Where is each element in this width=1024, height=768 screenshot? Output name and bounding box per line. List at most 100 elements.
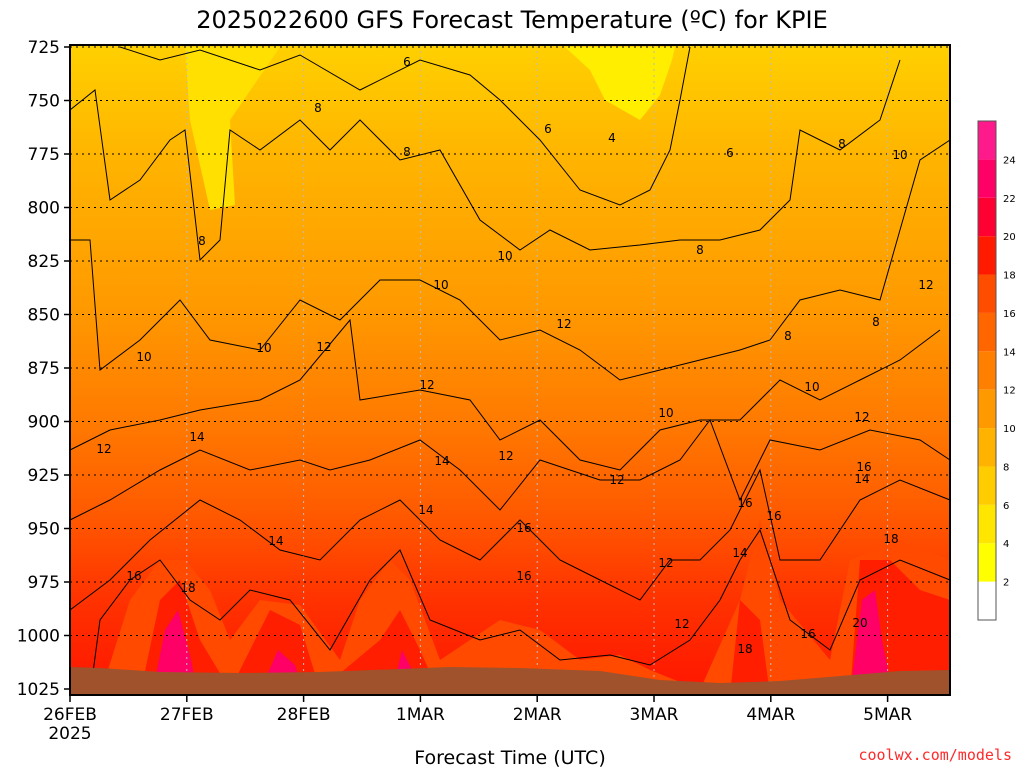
contour-line: [69, 468, 951, 611]
contour-label: 6: [403, 55, 411, 69]
contour-line: [69, 418, 951, 521]
contour-label: 8: [198, 234, 206, 248]
contour-label: 14: [434, 454, 449, 468]
x-tick-label: 3MAR: [630, 705, 679, 725]
contour-label: 12: [498, 449, 513, 463]
y-tick-label: 800: [28, 199, 60, 219]
contour-label: 14: [418, 503, 433, 517]
contour-label: 10: [497, 249, 512, 263]
contour-line: [119, 46, 691, 206]
temperature-band: [730, 560, 950, 695]
contour-label: 14: [268, 534, 283, 548]
contour-label: 10: [433, 278, 448, 292]
contour-label: 10: [804, 380, 819, 394]
contour-label: 12: [556, 317, 571, 331]
contour-label: 12: [674, 617, 689, 631]
contour-label: 8: [314, 101, 322, 115]
colorbar-swatch: [978, 466, 996, 505]
contour-label: 10: [136, 350, 151, 364]
y-tick-label: 1025: [17, 680, 60, 700]
colorbar-label: 22: [1003, 194, 1016, 205]
contour-line: [69, 59, 901, 262]
x-tick-label: 2MAR: [513, 705, 562, 725]
contour-label: 8: [403, 145, 411, 159]
colorbar-label: 8: [1003, 462, 1009, 473]
contour-label: 8: [838, 137, 846, 151]
colorbar-label: 24: [1003, 155, 1016, 166]
contour-label: 16: [516, 521, 531, 535]
y-tick-label: 900: [28, 413, 60, 433]
chart-title: 2025022600 GFS Forecast Temperature (ºC)…: [196, 6, 828, 34]
colorbar-label: 14: [1003, 347, 1016, 358]
y-tick-label: 825: [28, 252, 60, 272]
contour-label: 18: [180, 581, 195, 595]
contour-label: 14: [732, 546, 747, 560]
contour-label: 12: [419, 378, 434, 392]
contour-label: 12: [658, 556, 673, 570]
contour-label: 12: [316, 340, 331, 354]
contour-label: 16: [126, 569, 141, 583]
contour-label: 16: [856, 460, 871, 474]
contour-label: 14: [854, 472, 869, 486]
y-tick-label: 925: [28, 466, 60, 486]
y-tick-label: 1000: [17, 627, 60, 647]
x-tick-label: 5MAR: [863, 705, 912, 725]
contour-lines: [69, 46, 951, 696]
x-tick-label: 1MAR: [396, 705, 445, 725]
colorbar-label: 16: [1003, 309, 1016, 320]
colorbar-swatch: [978, 159, 996, 198]
contour-label: 6: [544, 122, 552, 136]
temperature-band: [140, 580, 440, 695]
colorbar-label: 20: [1003, 232, 1016, 243]
contour-line: [89, 528, 951, 696]
colorbar-swatch: [978, 428, 996, 467]
x-tick-year: 2025: [48, 724, 91, 744]
y-tick-label: 850: [28, 306, 60, 326]
temperature-band: [185, 47, 280, 210]
colorbar-label: 4: [1003, 539, 1009, 550]
x-tick-label: 26FEB: [43, 705, 97, 725]
contour-label: 12: [96, 442, 111, 456]
contour-label: 18: [737, 642, 752, 656]
x-axis-label: Forecast Time (UTC): [414, 747, 605, 768]
y-tick-label: 950: [28, 520, 60, 540]
contour-label: 16: [766, 509, 781, 523]
colorbar-label: 6: [1003, 501, 1009, 512]
y-tick-label: 975: [28, 573, 60, 593]
contour-label: 12: [609, 473, 624, 487]
x-tick-label: 27FEB: [160, 705, 214, 725]
contour-label: 8: [872, 315, 880, 329]
colorbar-swatch: [978, 274, 996, 313]
y-tick-label: 750: [28, 92, 60, 112]
contour-label: 10: [658, 406, 673, 420]
y-tick-label: 875: [28, 359, 60, 379]
colorbar-swatch: [978, 543, 996, 582]
contour-label: 8: [784, 329, 792, 343]
source-credit[interactable]: coolwx.com/models: [858, 746, 1012, 764]
contour-label: 20: [852, 616, 867, 630]
colorbar-swatch: [978, 351, 996, 390]
temperature-band: [565, 47, 675, 120]
contour-label: 6: [726, 146, 734, 160]
contour-label: 4: [608, 131, 616, 145]
temperature-bands: [100, 47, 950, 695]
contour-label: 16: [516, 569, 531, 583]
colorbar-label: 2: [1003, 578, 1009, 589]
plot-frame: [69, 44, 951, 696]
contour-label: 12: [918, 278, 933, 292]
contour-label: 10: [256, 341, 271, 355]
y-tick-label: 725: [28, 38, 60, 58]
colorbar-label: 10: [1003, 424, 1016, 435]
ground-terrain: [70, 667, 950, 695]
contour-label: 14: [189, 430, 204, 444]
x-tick-label: 4MAR: [746, 705, 795, 725]
contour-label: 12: [854, 410, 869, 424]
y-tick-label: 775: [28, 145, 60, 165]
y-axis: 725 750 775 800 825 850 875 900 925 950 975 1000 102…: [17, 38, 70, 700]
colorbar-swatch: [978, 312, 996, 352]
colorbar-swatch: [978, 389, 996, 429]
contour-label: 16: [800, 627, 815, 641]
